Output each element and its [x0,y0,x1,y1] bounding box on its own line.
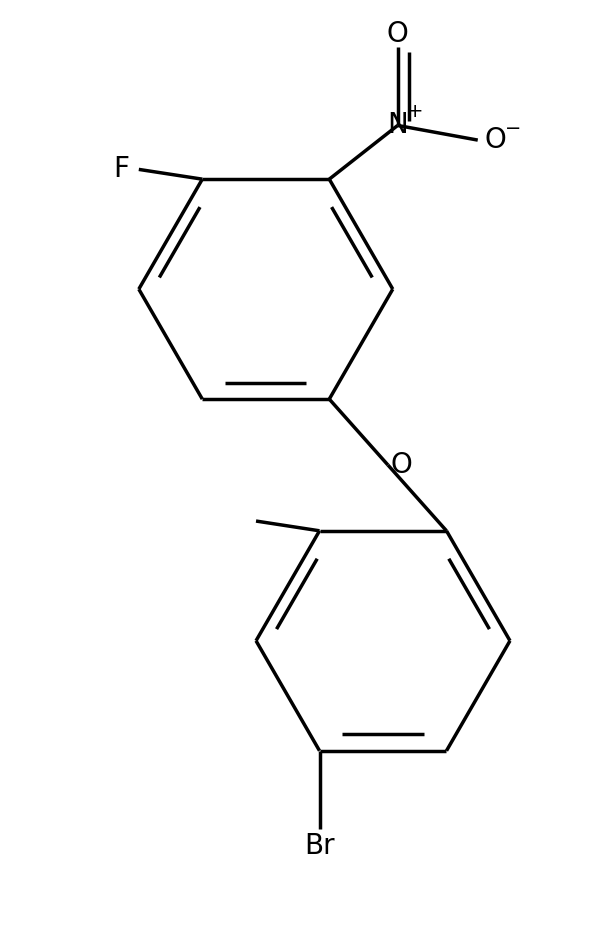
Text: O: O [387,19,408,47]
Text: +: + [407,102,423,121]
Text: N: N [388,111,408,140]
Text: O: O [390,451,413,479]
Text: F: F [113,156,129,183]
Text: −: − [505,119,521,138]
Text: O: O [484,126,506,154]
Text: Br: Br [304,832,335,860]
